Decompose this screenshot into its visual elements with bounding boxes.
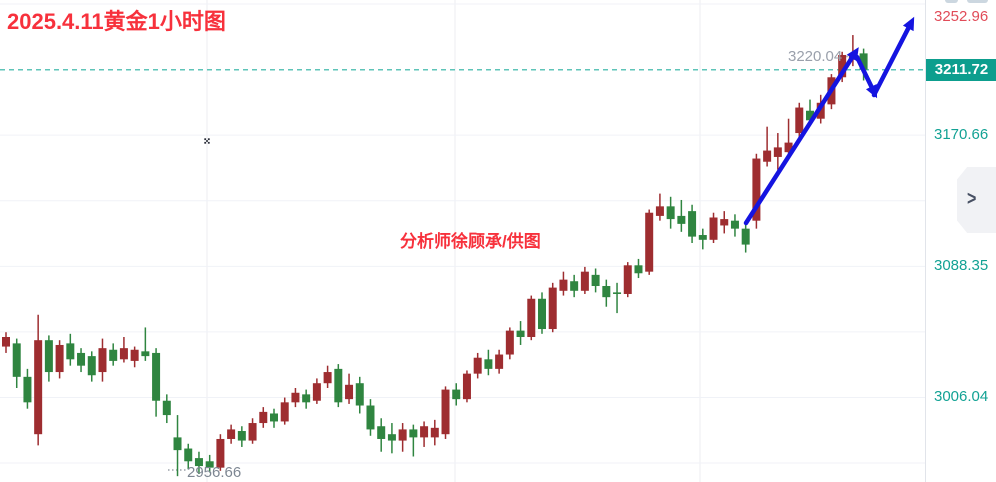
price-axis[interactable]: 3252.96 3170.66 3088.35 3006.04 3211.72 <box>925 0 996 482</box>
chart-title: 2025.4.11黄金1小时图 <box>7 9 226 34</box>
axis-price-label: 3170.66 <box>934 126 989 144</box>
analyst-credit: 分析师徐顾承/供图 <box>400 232 541 251</box>
low-price-label: 2956.66 <box>187 464 242 481</box>
clipped-ui-fragment <box>967 0 988 3</box>
level-price-label: 3220.04 <box>788 48 843 65</box>
axis-price-label: 3252.96 <box>934 8 989 25</box>
expand-panel-tab[interactable]: > <box>957 167 996 233</box>
axis-price-label: 3088.35 <box>934 257 989 275</box>
current-price-badge: 3211.72 <box>926 58 996 81</box>
clipped-ui-fragment <box>945 0 958 3</box>
chevron-right-icon: > <box>967 188 977 210</box>
axis-price-label: 3006.04 <box>934 388 989 406</box>
